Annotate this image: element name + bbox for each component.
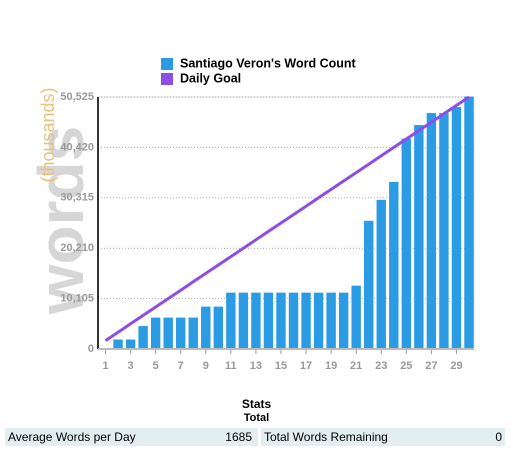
stats-subtitle: Total — [243, 412, 270, 424]
x-tick-label: 5 — [153, 360, 159, 372]
legend-swatch — [161, 58, 173, 70]
stat-label: Total Words Remaining — [264, 430, 388, 444]
y-tick-label: 30,315 — [60, 192, 94, 204]
stats-cell: Total Words Remaining 0 — [261, 428, 505, 446]
legend-label: Santiago Veron's Word Count — [180, 56, 357, 70]
bar — [251, 292, 261, 349]
bar — [226, 292, 236, 349]
bar — [464, 96, 474, 349]
x-tick-label: 25 — [400, 360, 412, 372]
y-tick-label: 50,525 — [60, 91, 94, 103]
x-tick-label: 11 — [225, 360, 237, 372]
bar — [201, 306, 211, 349]
bar — [288, 292, 299, 349]
x-tick-label: 23 — [375, 360, 387, 372]
bar — [188, 317, 198, 349]
x-tick-label: 19 — [325, 360, 337, 372]
x-tick-label: 17 — [300, 360, 312, 372]
x-tick-label: 3 — [128, 360, 134, 372]
y-tick-label: 10,105 — [60, 293, 94, 305]
bar — [176, 317, 186, 349]
x-tick-label: 13 — [250, 360, 262, 372]
bar — [338, 292, 349, 349]
bar — [326, 292, 336, 349]
bar — [138, 326, 148, 349]
bar — [364, 220, 374, 349]
bar — [313, 292, 324, 349]
bar — [163, 317, 173, 349]
x-tick-label: 21 — [350, 360, 362, 372]
bar — [276, 292, 286, 349]
bar — [213, 306, 224, 349]
bar — [301, 292, 311, 349]
stats-title: Stats — [241, 397, 272, 411]
bar — [401, 138, 412, 349]
bar — [351, 285, 361, 349]
stats-cell: Average Words per Day 1685 — [5, 428, 258, 446]
y-tick-label: 0 — [88, 343, 94, 355]
y-axis-sublabel: (thousands) — [38, 87, 58, 182]
bar — [376, 199, 386, 349]
bar — [113, 339, 123, 349]
bar — [439, 113, 449, 349]
bar — [426, 113, 437, 349]
legend-label: Daily Goal — [180, 71, 241, 85]
x-tick-label: 7 — [178, 360, 184, 372]
x-tick-label: 15 — [275, 360, 287, 372]
chart: words (thousands) 0 10,105 20,210 30,315 40,… — [25, 56, 475, 372]
y-tick-label: 40,420 — [60, 141, 94, 153]
stat-value: 1685 — [225, 430, 252, 444]
goal-line — [104, 95, 470, 342]
legend-swatch — [161, 73, 173, 85]
stat-label: Average Words per Day — [8, 430, 136, 444]
bar — [389, 181, 399, 349]
stat-value: 0 — [495, 430, 502, 444]
x-tick-label: 29 — [450, 360, 462, 372]
y-tick-label: 20,210 — [60, 242, 94, 254]
x-tick-label: 27 — [425, 360, 437, 372]
x-tick-label: 9 — [203, 360, 209, 372]
bar — [150, 317, 161, 349]
x-tick-label: 1 — [102, 360, 108, 372]
bar — [238, 292, 249, 349]
bar — [125, 339, 136, 349]
plot-area — [97, 96, 475, 350]
bar — [263, 292, 274, 349]
bar — [451, 107, 462, 350]
y-axis-label: words — [25, 126, 97, 315]
bar — [414, 125, 424, 349]
